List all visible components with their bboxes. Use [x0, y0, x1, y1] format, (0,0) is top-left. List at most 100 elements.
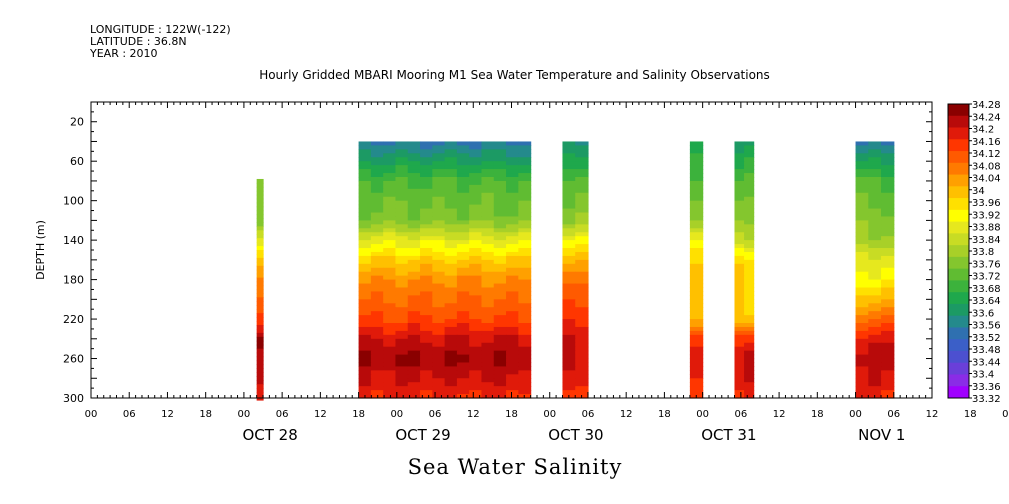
salinity-cell — [481, 184, 495, 190]
salinity-cell — [881, 149, 895, 154]
salinity-cell — [407, 342, 421, 348]
salinity-cell — [562, 196, 576, 202]
salinity-cell — [481, 370, 495, 375]
salinity-cell — [256, 277, 264, 283]
salinity-cell — [868, 267, 882, 273]
salinity-cell — [689, 244, 704, 249]
salinity-cell — [506, 315, 519, 320]
salinity-cell — [744, 184, 755, 190]
salinity-cell — [358, 362, 372, 368]
salinity-cell — [420, 161, 433, 166]
salinity-cell — [855, 323, 869, 328]
salinity-cell — [575, 180, 589, 186]
salinity-cell — [481, 315, 495, 320]
salinity-cell — [734, 366, 745, 371]
salinity-cell — [444, 153, 458, 158]
salinity-cell — [432, 362, 446, 368]
salinity-cell — [432, 236, 446, 241]
salinity-cell — [432, 283, 446, 289]
salinity-cell — [506, 307, 519, 312]
x-tick-label: 18 — [199, 409, 212, 420]
salinity-cell — [575, 173, 589, 178]
salinity-cell — [469, 263, 483, 269]
salinity-cell — [444, 232, 458, 237]
x-tick-label: 00 — [849, 409, 862, 420]
salinity-cell — [562, 275, 576, 281]
salinity-cell — [855, 184, 869, 190]
salinity-cell — [881, 334, 895, 340]
salinity-cell — [868, 244, 882, 249]
salinity-cell — [734, 287, 745, 293]
salinity-cell — [481, 334, 495, 340]
salinity-cell — [370, 236, 384, 241]
salinity-cell — [444, 255, 458, 261]
salinity-cell — [689, 307, 704, 312]
salinity-cell — [481, 311, 495, 316]
salinity-cell — [444, 370, 458, 375]
salinity-cell — [370, 141, 384, 147]
salinity-cell — [518, 228, 532, 233]
salinity-cell — [420, 271, 433, 277]
salinity-cell — [881, 200, 895, 206]
salinity-cell — [744, 259, 755, 265]
salinity-cell — [420, 386, 433, 391]
salinity-cell — [481, 394, 495, 399]
salinity-cell — [407, 220, 421, 225]
salinity-cell — [456, 275, 470, 281]
salinity-cell — [469, 184, 483, 190]
salinity-cell — [444, 275, 458, 281]
salinity-cell — [432, 232, 446, 237]
salinity-cell — [575, 362, 589, 368]
salinity-cell — [358, 279, 372, 285]
x-tick-label: 18 — [964, 409, 977, 420]
salinity-cell — [575, 216, 589, 221]
salinity-cell — [744, 196, 755, 202]
salinity-cell — [420, 267, 433, 273]
salinity-cell — [407, 204, 421, 210]
salinity-cell — [855, 271, 869, 277]
salinity-cell — [456, 390, 470, 395]
variable-label: Sea Water Salinity — [407, 455, 623, 479]
salinity-cell — [855, 180, 869, 186]
salinity-cell — [855, 216, 869, 221]
salinity-cell — [562, 176, 576, 182]
salinity-cell — [689, 180, 704, 186]
salinity-cell — [370, 291, 384, 296]
salinity-cell — [506, 248, 519, 253]
salinity-cell — [734, 240, 745, 245]
salinity-cell — [868, 153, 882, 158]
salinity-cell — [868, 224, 882, 229]
salinity-cell — [506, 378, 519, 383]
salinity-cell — [444, 259, 458, 265]
salinity-cell — [734, 204, 745, 210]
salinity-cell — [370, 326, 384, 332]
colorbar-swatch — [948, 327, 969, 340]
salinity-cell — [744, 382, 755, 387]
salinity-cell — [518, 173, 532, 178]
salinity-cell — [256, 186, 264, 192]
salinity-cell — [469, 275, 483, 281]
salinity-cell — [881, 180, 895, 186]
salinity-cell — [734, 208, 745, 214]
salinity-cell — [868, 303, 882, 308]
salinity-cell — [432, 299, 446, 304]
salinity-cell — [744, 149, 755, 154]
salinity-cell — [481, 283, 495, 289]
salinity-cell — [395, 165, 409, 170]
salinity-cell — [493, 291, 507, 296]
salinity-cell — [395, 358, 409, 364]
salinity-cell — [407, 275, 421, 281]
salinity-cell — [407, 208, 421, 214]
salinity-cell — [358, 240, 372, 245]
salinity-cell — [881, 350, 895, 356]
salinity-cell — [855, 244, 869, 249]
salinity-cell — [456, 394, 470, 399]
salinity-cell — [868, 370, 882, 375]
salinity-cell — [493, 251, 507, 257]
salinity-cell — [469, 236, 483, 241]
salinity-cell — [358, 342, 372, 348]
salinity-cell — [868, 184, 882, 190]
salinity-cell — [493, 295, 507, 300]
salinity-cell — [689, 228, 704, 233]
salinity-cell — [432, 378, 446, 383]
